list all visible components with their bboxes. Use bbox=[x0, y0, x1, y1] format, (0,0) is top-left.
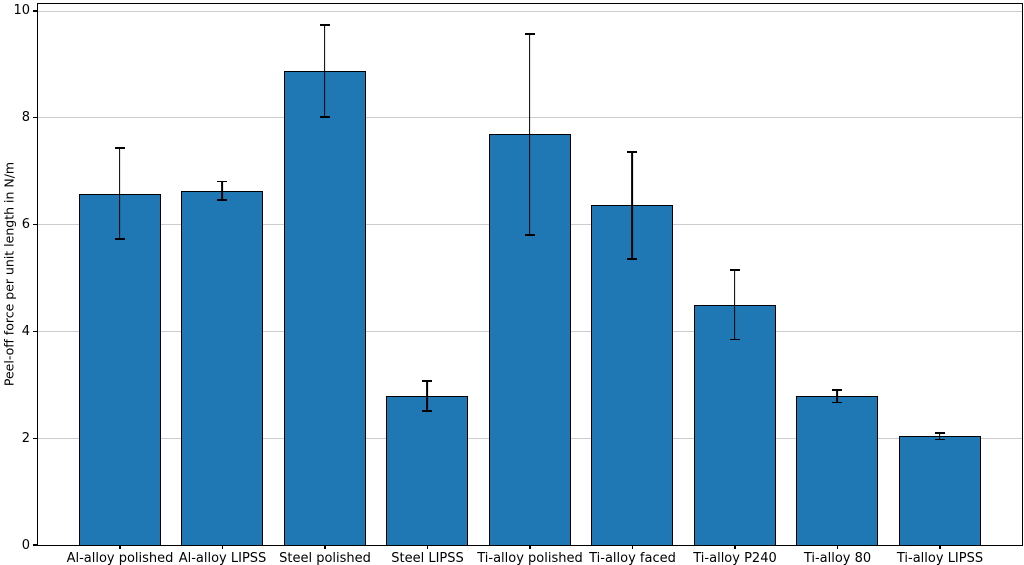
y-tick-mark bbox=[33, 10, 38, 12]
error-bar-cap bbox=[934, 438, 945, 441]
plot-area bbox=[36, 2, 1023, 546]
x-tick-label: Steel polished bbox=[279, 551, 371, 565]
error-bar-line bbox=[733, 270, 736, 340]
error-bar-line bbox=[323, 24, 326, 117]
y-tick-label: 6 bbox=[21, 217, 30, 233]
x-tick-mark bbox=[734, 545, 736, 549]
error-bar-cap bbox=[422, 410, 433, 412]
bar-ti-alloy-80 bbox=[796, 396, 879, 545]
error-bar-line bbox=[836, 389, 839, 403]
y-tick-label: 0 bbox=[21, 537, 30, 553]
y-tick-label: 10 bbox=[13, 3, 30, 19]
x-tick-mark bbox=[836, 545, 839, 549]
y-tick-mark bbox=[33, 330, 38, 333]
error-bar-line bbox=[631, 152, 634, 259]
x-tick-mark bbox=[529, 545, 531, 549]
error-bar-cap bbox=[422, 380, 433, 383]
y-tick-label: 4 bbox=[21, 323, 30, 339]
x-tick-label: Ti-alloy faced bbox=[589, 551, 676, 565]
x-tick-label: Al-alloy polished bbox=[66, 551, 174, 565]
error-bar-line bbox=[938, 433, 941, 440]
error-bar-line bbox=[426, 381, 428, 412]
y-tick-mark bbox=[33, 117, 38, 119]
bar-al-alloy-lipss bbox=[181, 190, 264, 545]
error-bar-cap bbox=[217, 198, 228, 201]
error-bar-cap bbox=[832, 388, 843, 391]
bar-ti-alloy-lipss bbox=[898, 436, 981, 545]
bar-al-alloy-polished bbox=[78, 193, 161, 545]
error-bar-cap bbox=[729, 338, 740, 341]
error-bar-line bbox=[221, 181, 224, 200]
error-bar-cap bbox=[627, 258, 638, 260]
bar-ti-alloy-p240 bbox=[693, 304, 776, 545]
error-bar-line bbox=[118, 148, 121, 240]
x-tick-label: Ti-alloy 80 bbox=[803, 551, 872, 565]
x-tick-mark bbox=[426, 545, 429, 549]
error-bar-cap bbox=[114, 147, 125, 150]
error-bar-line bbox=[528, 34, 531, 235]
y-axis-label: Peel-off force per unit length in N/m bbox=[1, 161, 17, 387]
error-bar-cap bbox=[729, 269, 740, 272]
error-bar-cap bbox=[627, 151, 638, 153]
error-bar-cap bbox=[114, 238, 125, 241]
x-tick-label: Steel LIPSS bbox=[391, 551, 464, 565]
bar-ti-alloy-faced bbox=[591, 205, 674, 545]
bar-steel-polished bbox=[283, 70, 366, 545]
x-tick-label: Ti-alloy polished bbox=[477, 551, 583, 565]
y-tick-mark bbox=[33, 224, 38, 226]
error-bar-cap bbox=[524, 233, 535, 236]
x-tick-mark bbox=[939, 545, 941, 549]
y-tick-mark bbox=[33, 437, 38, 439]
y-tick-mark bbox=[33, 544, 38, 546]
error-bar-cap bbox=[217, 180, 228, 183]
x-tick-label: Ti-alloy LIPSS bbox=[896, 551, 984, 565]
error-bar-cap bbox=[934, 432, 945, 434]
y-gridline bbox=[37, 10, 1022, 12]
x-tick-label: Al-alloy LIPSS bbox=[178, 551, 267, 565]
error-bar-cap bbox=[319, 115, 330, 118]
y-tick-label: 8 bbox=[21, 110, 30, 126]
bar-steel-lipss bbox=[386, 396, 469, 545]
x-tick-label: Ti-alloy P240 bbox=[693, 551, 777, 565]
error-bar-cap bbox=[319, 24, 330, 26]
x-tick-mark bbox=[221, 545, 224, 549]
x-tick-mark bbox=[324, 545, 326, 549]
x-tick-mark bbox=[119, 545, 121, 549]
y-tick-label: 2 bbox=[21, 430, 30, 446]
error-bar-cap bbox=[832, 401, 843, 404]
error-bar-cap bbox=[524, 33, 535, 35]
x-tick-mark bbox=[631, 545, 634, 549]
